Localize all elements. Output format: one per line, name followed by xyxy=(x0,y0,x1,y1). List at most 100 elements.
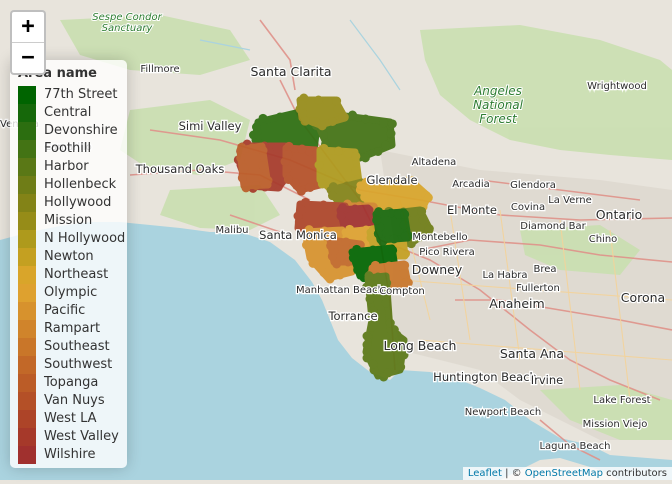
crime-point xyxy=(338,203,348,213)
city-label: La Habra xyxy=(482,270,527,281)
legend-label: N Hollywood xyxy=(44,231,126,246)
place-labels: Santa Clarita Fillmore Simi Valley Thousand… xyxy=(0,11,666,453)
crime-point xyxy=(379,246,389,256)
crime-point xyxy=(301,197,310,207)
legend-swatch xyxy=(18,194,36,213)
crime-point xyxy=(326,241,336,251)
crime-point xyxy=(379,118,388,128)
city-label: Fullerton xyxy=(516,283,560,294)
crime-point-clusters xyxy=(233,93,434,382)
crime-point xyxy=(351,151,361,161)
city-label: Huntington Beach xyxy=(433,370,537,384)
legend-swatch xyxy=(18,248,36,267)
legend-swatch xyxy=(18,140,36,159)
crime-point xyxy=(381,298,391,308)
osm-link[interactable]: OpenStreetMap xyxy=(524,468,603,479)
crime-point xyxy=(360,153,370,163)
park-label: Sespe Condor Sanctuary xyxy=(92,12,162,34)
legend-label: Harbor xyxy=(44,159,89,174)
legend-label: Northeast xyxy=(44,267,109,282)
crime-point xyxy=(351,166,360,176)
crime-point xyxy=(317,152,327,162)
crime-point xyxy=(400,278,410,288)
crime-point xyxy=(314,160,324,170)
crime-point xyxy=(364,215,374,225)
crime-point xyxy=(319,200,328,210)
crime-point xyxy=(305,247,315,257)
crime-point xyxy=(280,157,290,166)
legend: Area name 77th Street Central Devonshire Fo… xyxy=(10,60,127,468)
crime-point xyxy=(348,253,358,263)
crime-point xyxy=(297,205,307,215)
crime-point xyxy=(343,149,353,159)
crime-point xyxy=(399,220,409,230)
crime-point xyxy=(365,294,375,304)
crime-point xyxy=(297,144,307,154)
legend-swatch xyxy=(18,302,36,321)
city-label: Arcadia xyxy=(452,179,490,190)
legend-label: Southeast xyxy=(44,339,110,354)
city-label: Glendora xyxy=(510,180,556,191)
city-label: Montebello xyxy=(412,232,467,243)
legend-swatch xyxy=(18,212,36,231)
crime-point xyxy=(341,237,351,247)
crime-point xyxy=(325,274,335,284)
legend-swatch xyxy=(18,122,36,141)
crime-point xyxy=(393,262,403,272)
crime-point xyxy=(332,96,342,106)
zoom-control: + − xyxy=(10,10,46,75)
legend-label: Hollenbeck xyxy=(44,177,117,192)
crime-point xyxy=(368,306,378,316)
city-label: Malibu xyxy=(216,225,249,236)
crime-point xyxy=(399,269,409,279)
crime-point xyxy=(382,278,392,288)
crime-point xyxy=(308,117,318,126)
crime-point xyxy=(361,114,370,124)
crime-point xyxy=(287,111,297,121)
crime-point xyxy=(361,177,371,187)
crime-point xyxy=(408,208,418,218)
legend-swatch xyxy=(18,374,36,393)
crime-point xyxy=(374,207,384,217)
legend-swatch xyxy=(18,86,36,105)
crime-point xyxy=(362,353,372,363)
green-areas xyxy=(60,15,672,440)
crime-point xyxy=(284,141,294,151)
legend-label: Newton xyxy=(44,249,94,264)
legend-swatch xyxy=(18,230,36,249)
crime-point xyxy=(333,104,343,114)
crime-point xyxy=(384,261,394,271)
waterways xyxy=(199,19,401,91)
legend-swatch xyxy=(18,410,36,429)
crime-point xyxy=(408,176,418,186)
crime-point xyxy=(393,209,403,219)
crime-point xyxy=(389,234,399,244)
crime-point xyxy=(372,215,382,225)
city-label: Manhattan Beach xyxy=(296,285,384,296)
crime-point xyxy=(320,226,329,236)
city-label: Ontario xyxy=(596,207,643,222)
crime-point xyxy=(261,178,271,188)
crime-point xyxy=(400,260,410,270)
ocean xyxy=(0,222,672,480)
crime-point xyxy=(389,282,399,292)
crime-point xyxy=(397,338,407,348)
crime-point xyxy=(366,233,376,243)
city-label: Altadena xyxy=(412,157,457,168)
city-label: Santa Clarita xyxy=(250,64,331,79)
crime-point xyxy=(412,183,422,193)
crime-point xyxy=(303,233,313,243)
zoom-out-button[interactable]: − xyxy=(12,42,44,73)
crime-point xyxy=(386,208,396,218)
crime-point xyxy=(348,110,357,120)
crime-point xyxy=(345,224,355,234)
legend-swatch xyxy=(18,446,36,464)
crime-point xyxy=(385,318,395,328)
legend-swatch xyxy=(18,320,36,339)
city-label: Lake Forest xyxy=(593,395,650,406)
crime-point xyxy=(305,183,315,192)
legend-swatch xyxy=(18,284,36,303)
leaflet-link[interactable]: Leaflet xyxy=(467,468,502,479)
zoom-in-button[interactable]: + xyxy=(21,14,35,39)
